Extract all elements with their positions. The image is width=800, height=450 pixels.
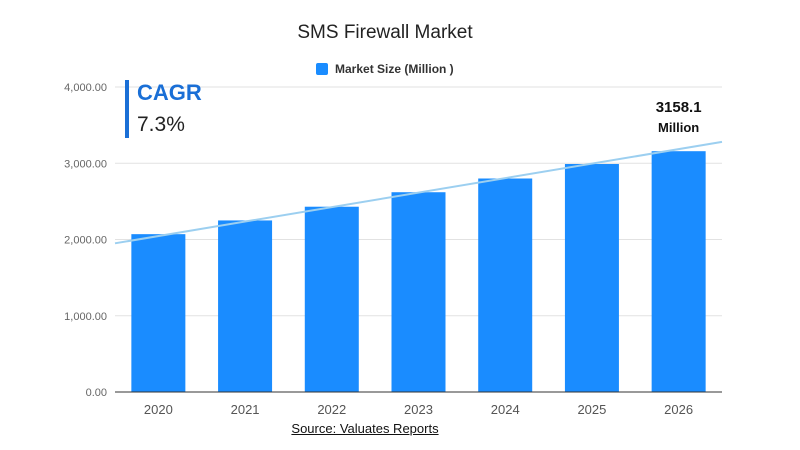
bar (651, 151, 706, 392)
y-tick-label: 3,000.00 (64, 158, 107, 170)
y-tick-label: 4,000.00 (64, 82, 107, 94)
bar (304, 206, 359, 392)
source-link[interactable]: Source: Valuates Reports (291, 421, 439, 436)
cagr-value: 7.3% (137, 113, 185, 136)
y-tick-label: 1,000.00 (64, 311, 107, 323)
y-axis-ticks: 0.00 1,000.00 2,000.00 3,000.00 4,000.00 (64, 82, 107, 399)
legend-swatch (316, 63, 328, 75)
x-tick-label: 2022 (317, 402, 346, 417)
bar (564, 164, 619, 392)
x-tick-label: 2021 (231, 402, 260, 417)
bar (131, 234, 186, 392)
y-tick-label: 2,000.00 (64, 235, 107, 247)
x-tick-label: 2023 (404, 402, 433, 417)
cagr-callout: CAGR 7.3% (125, 80, 202, 138)
legend-label: Market Size (Million ) (335, 62, 454, 76)
x-tick-label: 2026 (664, 402, 693, 417)
x-axis-labels: 2020 2021 2022 2023 2024 2025 2026 (144, 402, 693, 417)
bars (131, 151, 706, 392)
x-tick-label: 2024 (491, 402, 520, 417)
x-tick-label: 2025 (577, 402, 606, 417)
last-bar-value-label: 3158.1 (656, 99, 702, 116)
bar (478, 178, 533, 392)
trend-line (114, 140, 723, 245)
y-tick-label: 0.00 (86, 387, 107, 399)
bar (218, 220, 273, 392)
cagr-accent-bar (125, 80, 129, 138)
chart-title: SMS Firewall Market (297, 22, 473, 43)
bar (391, 192, 446, 392)
last-bar-unit-label: Million (658, 120, 699, 135)
x-tick-label: 2020 (144, 402, 173, 417)
cagr-label: CAGR (137, 80, 202, 105)
